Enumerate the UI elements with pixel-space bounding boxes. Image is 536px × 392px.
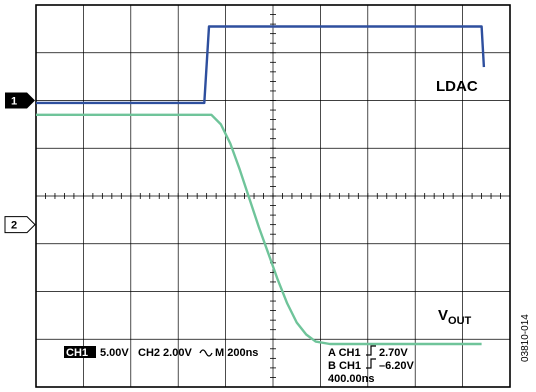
trigger-b-value: –6.20V xyxy=(379,360,415,372)
channel-1-label: 1 xyxy=(11,96,17,108)
trace-ldac xyxy=(36,25,486,105)
trigger-a-prefix: A CH1 xyxy=(328,347,361,359)
center-ticks xyxy=(35,4,511,388)
rising-edge-icon xyxy=(366,345,376,356)
trace-vout xyxy=(36,113,482,346)
rising-edge-icon xyxy=(366,358,376,369)
vout-label: VOUT xyxy=(438,307,472,327)
trigger-a-value: 2.70V xyxy=(379,347,408,359)
ch1-badge: CH1 xyxy=(66,347,88,359)
vout-label-main: V xyxy=(438,307,448,324)
figure-id: 03810-014 xyxy=(520,314,531,362)
channel-2-marker: 2 xyxy=(4,216,36,234)
ch2-scale: CH2 2.00V xyxy=(138,347,192,359)
trigger-b-prefix: B CH1 xyxy=(328,360,361,372)
ac-coupling-icon xyxy=(199,349,213,357)
traces xyxy=(36,25,486,346)
vout-label-sub: OUT xyxy=(448,315,472,327)
channel-1-marker: 1 xyxy=(5,92,35,109)
timebase: M 200ns xyxy=(215,347,258,359)
channel-2-label: 2 xyxy=(11,220,17,232)
ch1-badge-bg xyxy=(64,346,96,358)
ch1-scale: 5.00V xyxy=(100,347,129,359)
trigger-delay: 400.00ns xyxy=(328,373,374,385)
ldac-label: LDAC xyxy=(436,78,478,95)
